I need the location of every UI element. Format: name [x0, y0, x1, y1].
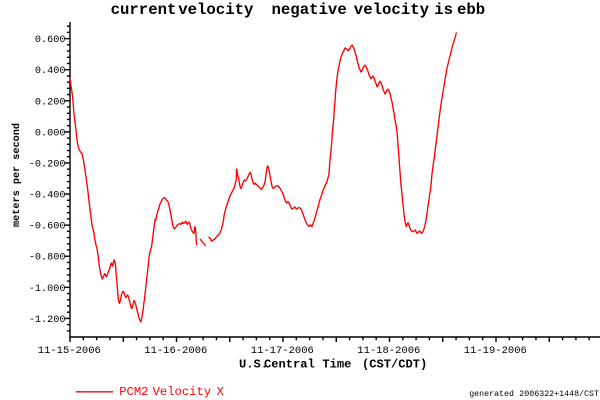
svg-text:-0.800: -0.800 [29, 253, 66, 264]
svg-text:-0.400: -0.400 [29, 191, 66, 202]
svg-text:meters per second: meters per second [11, 123, 23, 227]
svg-text:-1.200: -1.200 [29, 315, 66, 326]
svg-text:0.400: 0.400 [35, 66, 66, 77]
svg-text:11-18-2006: 11-18-2006 [357, 345, 420, 357]
svg-text:11-19-2006: 11-19-2006 [464, 345, 527, 357]
svg-text:0.000: 0.000 [35, 128, 66, 139]
svg-text:-1.000: -1.000 [29, 284, 66, 295]
svg-text:11-16-2006: 11-16-2006 [144, 345, 207, 357]
svg-text:-0.200: -0.200 [29, 159, 66, 170]
svg-text:11-15-2006: 11-15-2006 [38, 345, 101, 357]
svg-text:-0.600: -0.600 [29, 222, 66, 233]
svg-text:0.200: 0.200 [35, 97, 66, 108]
svg-text:0.600: 0.600 [35, 35, 66, 46]
svg-text:11-17-2006: 11-17-2006 [251, 345, 314, 357]
